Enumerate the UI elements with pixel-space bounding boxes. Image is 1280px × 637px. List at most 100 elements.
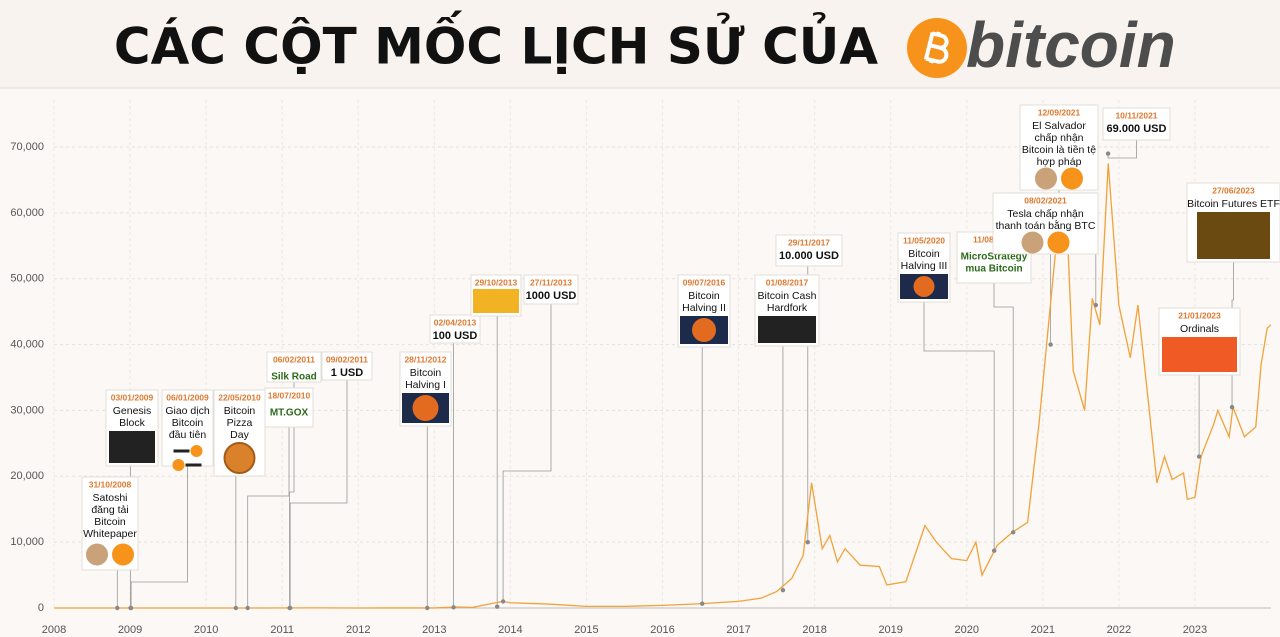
annotation-date: 31/10/2008 [89, 479, 132, 489]
leader-line [993, 283, 1014, 533]
icon [1162, 337, 1237, 372]
annotation-point [780, 588, 786, 593]
icon [1061, 167, 1083, 190]
annotation-text: Pizza [227, 417, 253, 429]
annotation-text: Bitcoin [688, 290, 720, 302]
annotation-date: 27/06/2023 [1212, 185, 1255, 195]
annotation-text: thanh toán bằng BTC [996, 219, 1096, 232]
annotation-point [805, 539, 810, 545]
annotation-date: 18/07/2010 [268, 390, 311, 400]
y-tick-label: 0 [38, 602, 44, 614]
annotation-date: 28/11/2012 [404, 354, 446, 364]
leader-line [289, 380, 348, 608]
annotation-point [1093, 302, 1099, 308]
annotation-point [494, 604, 500, 609]
y-tick-label: 10,000 [10, 536, 44, 548]
x-tick-label: 2016 [650, 624, 674, 636]
x-tick-label: 2018 [802, 624, 826, 636]
annotation-box [429, 314, 481, 344]
annotation-text: chấp nhận [1034, 132, 1083, 144]
icon [112, 543, 134, 566]
leader-line [1107, 140, 1137, 159]
annotation-point [287, 605, 293, 611]
icon [1035, 167, 1057, 190]
annotation-text: Genesis [113, 405, 152, 417]
icon [758, 316, 816, 343]
annotation-point [1048, 342, 1053, 347]
annotation-text: MicroStrategy [961, 252, 1028, 263]
leader-line [247, 427, 290, 608]
annotation-text: đầu tiên [169, 429, 207, 441]
annotation-point [1011, 530, 1016, 535]
annotation-date: 29/11/2017 [788, 237, 830, 247]
x-tick-label: 2021 [1031, 624, 1055, 636]
y-tick-label: 20,000 [10, 470, 44, 482]
annotation-text: mua Bitcoin [965, 264, 1022, 275]
x-tick-label: 2012 [346, 624, 370, 636]
annotation-text: Bitcoin [94, 516, 126, 528]
annotation-box [775, 234, 843, 267]
annotation-date: 12/09/2021 [1038, 107, 1081, 117]
x-tick-label: 2011 [270, 624, 294, 636]
annotation-date: 27/11/2013 [530, 277, 572, 287]
annotation-point [699, 601, 705, 606]
icon [913, 276, 935, 297]
annotation-text: MT.GOX [270, 408, 309, 419]
annotation-text: Bitcoin Futures ETF [1187, 198, 1280, 210]
annotation-point [1105, 151, 1111, 156]
annotation-date: 22/05/2010 [218, 392, 261, 402]
annotation-box [266, 351, 322, 383]
annotation-text: đăng tải [91, 504, 128, 516]
y-tick-label: 70,000 [10, 141, 44, 153]
y-tick-label: 60,000 [10, 207, 44, 219]
icon [173, 449, 202, 467]
icon [473, 289, 519, 313]
annotation-box [992, 192, 1099, 255]
annotation-point [425, 605, 430, 611]
annotation-text: Hardfork [767, 302, 808, 314]
annotation-text: 69.000 USD [1107, 123, 1167, 135]
bitcoin-logo-icon [907, 18, 967, 78]
annotation-text: El Salvador [1032, 120, 1086, 132]
annotation-date: 09/02/2011 [326, 354, 368, 364]
x-tick-label: 2020 [955, 624, 979, 636]
annotation-date: 02/04/2013 [434, 317, 477, 327]
annotation-box [1102, 107, 1171, 141]
annotation-point [245, 605, 250, 611]
annotation-point [1229, 404, 1235, 410]
annotation-text: 1 USD [331, 367, 363, 379]
y-tick-label: 50,000 [10, 273, 44, 285]
leader-line [923, 302, 995, 551]
annotation-point [451, 605, 456, 610]
annotation-date: 21/01/2023 [1178, 310, 1221, 320]
annotation-box [1019, 104, 1099, 191]
x-tick-label: 2009 [118, 624, 142, 636]
annotation-text: Silk Road [271, 372, 317, 383]
annotation-text: Bitcoin Cash [758, 290, 817, 302]
y-tick-label: 40,000 [10, 338, 44, 350]
annotation-point [233, 605, 239, 611]
leader-line [289, 382, 295, 608]
x-tick-label: 2022 [1107, 624, 1131, 636]
annotation-point [500, 599, 506, 604]
annotation-text: Tesla chấp nhận [1007, 208, 1084, 220]
annotation-date: 11/05/2020 [903, 235, 945, 245]
annotation-text: Bitcoin là tiền tệ [1022, 144, 1096, 156]
annotation-point [1196, 454, 1202, 459]
leader-line [130, 466, 188, 608]
icon [692, 318, 716, 342]
annotation-text: Giao dịch [165, 405, 210, 417]
annotation-text: Block [119, 417, 145, 429]
annotation-text: 1000 USD [526, 290, 577, 302]
x-tick-label: 2015 [574, 624, 598, 636]
annotation-text: Bitcoin [172, 417, 204, 429]
icon [1197, 212, 1270, 259]
annotation-date: 03/01/2009 [111, 392, 154, 402]
annotation-date: 09/07/2016 [683, 277, 726, 287]
annotation-text: Bitcoin [908, 248, 940, 260]
annotation-text: Whitepaper [83, 528, 137, 540]
annotation-date: 10/11/2021 [1115, 110, 1157, 120]
annotation-box [264, 387, 314, 428]
chart-title: CÁC CỘT MỐC LỊCH SỬ CỦA [114, 11, 878, 76]
annotation-text: Bitcoin [410, 367, 442, 379]
